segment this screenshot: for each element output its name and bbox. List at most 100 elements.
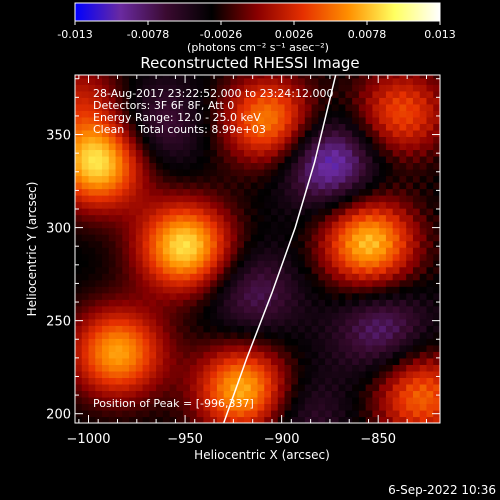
heatmap-cell [419,90,428,98]
heatmap-cell [183,305,191,313]
heatmap-cell [81,279,90,287]
heatmap-cell [338,155,346,164]
heatmap-cell [230,338,238,346]
heatmap-cell [176,195,184,203]
heatmap-cell [88,195,96,203]
heatmap-cell [162,292,171,300]
heatmap-cell [412,273,421,281]
heatmap-cell [216,253,225,261]
heatmap-cell [88,201,96,209]
heatmap-cell [399,286,407,294]
heatmap-cell [115,162,123,170]
heatmap-cell [311,409,319,418]
heatmap-cell [183,390,191,398]
heatmap-cell [196,188,205,196]
heatmap-cell [298,331,306,339]
heatmap-cell [298,325,306,333]
heatmap-cell [250,409,259,418]
heatmap-cell [95,155,103,164]
heatmap-cell [385,84,394,92]
heatmap-cell [81,97,90,105]
heatmap-cell [345,162,353,170]
heatmap-cell [277,110,286,118]
heatmap-cell [176,331,184,339]
heatmap-cell [108,364,117,372]
heatmap-cell [169,136,177,144]
heatmap-cell [311,129,319,138]
heatmap-cell [311,331,319,339]
heatmap-cell [176,240,184,248]
heatmap-cell [250,234,259,242]
heatmap-cell [331,97,340,105]
heatmap-cell [311,188,319,196]
heatmap-cell [81,182,90,190]
heatmap-cell [210,201,218,209]
heatmap-cell [277,364,286,372]
heatmap-cell [149,155,157,164]
heatmap-cell [183,299,191,307]
heatmap-cell [135,396,144,405]
heatmap-cell [230,357,238,365]
heatmap-cell [379,370,387,378]
heatmap-cell [142,396,150,405]
heatmap-cell [385,227,394,235]
heatmap-cell [406,149,414,157]
heatmap-cell [210,175,218,183]
heatmap-cell [189,175,198,183]
heatmap-cell [291,195,299,203]
heatmap-cell [223,129,232,138]
heatmap-cell [399,299,407,307]
heatmap-cell [392,338,401,346]
heatmap-cell [88,103,96,111]
heatmap-cell [325,357,333,365]
heatmap-cell [264,279,272,287]
heatmap-cell [385,318,394,326]
heatmap-cell [203,77,211,85]
heatmap-cell [108,227,117,235]
heatmap-cell [250,227,259,235]
heatmap-cell [162,149,171,157]
heatmap-cell [176,312,184,320]
heatmap-cell [156,312,164,320]
heatmap-cell [142,370,150,378]
heatmap-cell [304,97,313,105]
heatmap-cell [304,214,313,222]
heatmap-cell [277,129,286,138]
heatmap-cell [257,390,265,398]
heatmap-cell [426,357,434,365]
heatmap-cell [365,383,374,392]
heatmap-cell [284,357,292,365]
heatmap-cell [257,116,265,124]
heatmap-cell [433,299,440,307]
heatmap-cell [142,403,150,411]
heatmap-cell [345,364,353,372]
heatmap-cell [210,182,218,190]
heatmap-cell [291,149,299,157]
heatmap-cell [426,364,434,372]
heatmap-cell [379,364,387,372]
heatmap-cell [162,266,171,274]
heatmap-cell [433,260,440,268]
heatmap-cell [223,325,232,333]
heatmap-cell [196,162,205,170]
heatmap-cell [358,416,367,423]
heatmap-cell [115,90,123,98]
heatmap-cell [298,84,306,92]
heatmap-cell [325,416,333,423]
heatmap-cell [318,214,326,222]
heatmap-cell [216,338,225,346]
heatmap-cell [102,201,110,209]
heatmap-cell [257,260,265,268]
heatmap-cell [216,129,225,138]
heatmap-cell [318,110,326,118]
heatmap-cell [108,351,117,359]
heatmap-cell [338,90,346,98]
heatmap-cell [216,168,225,177]
heatmap-cell [311,182,319,190]
heatmap-cell [426,416,434,423]
heatmap-cell [135,253,144,261]
heatmap-cell [277,312,286,320]
heatmap-cell [284,221,292,229]
heatmap-cell [365,351,374,359]
heatmap-cell [81,116,90,124]
